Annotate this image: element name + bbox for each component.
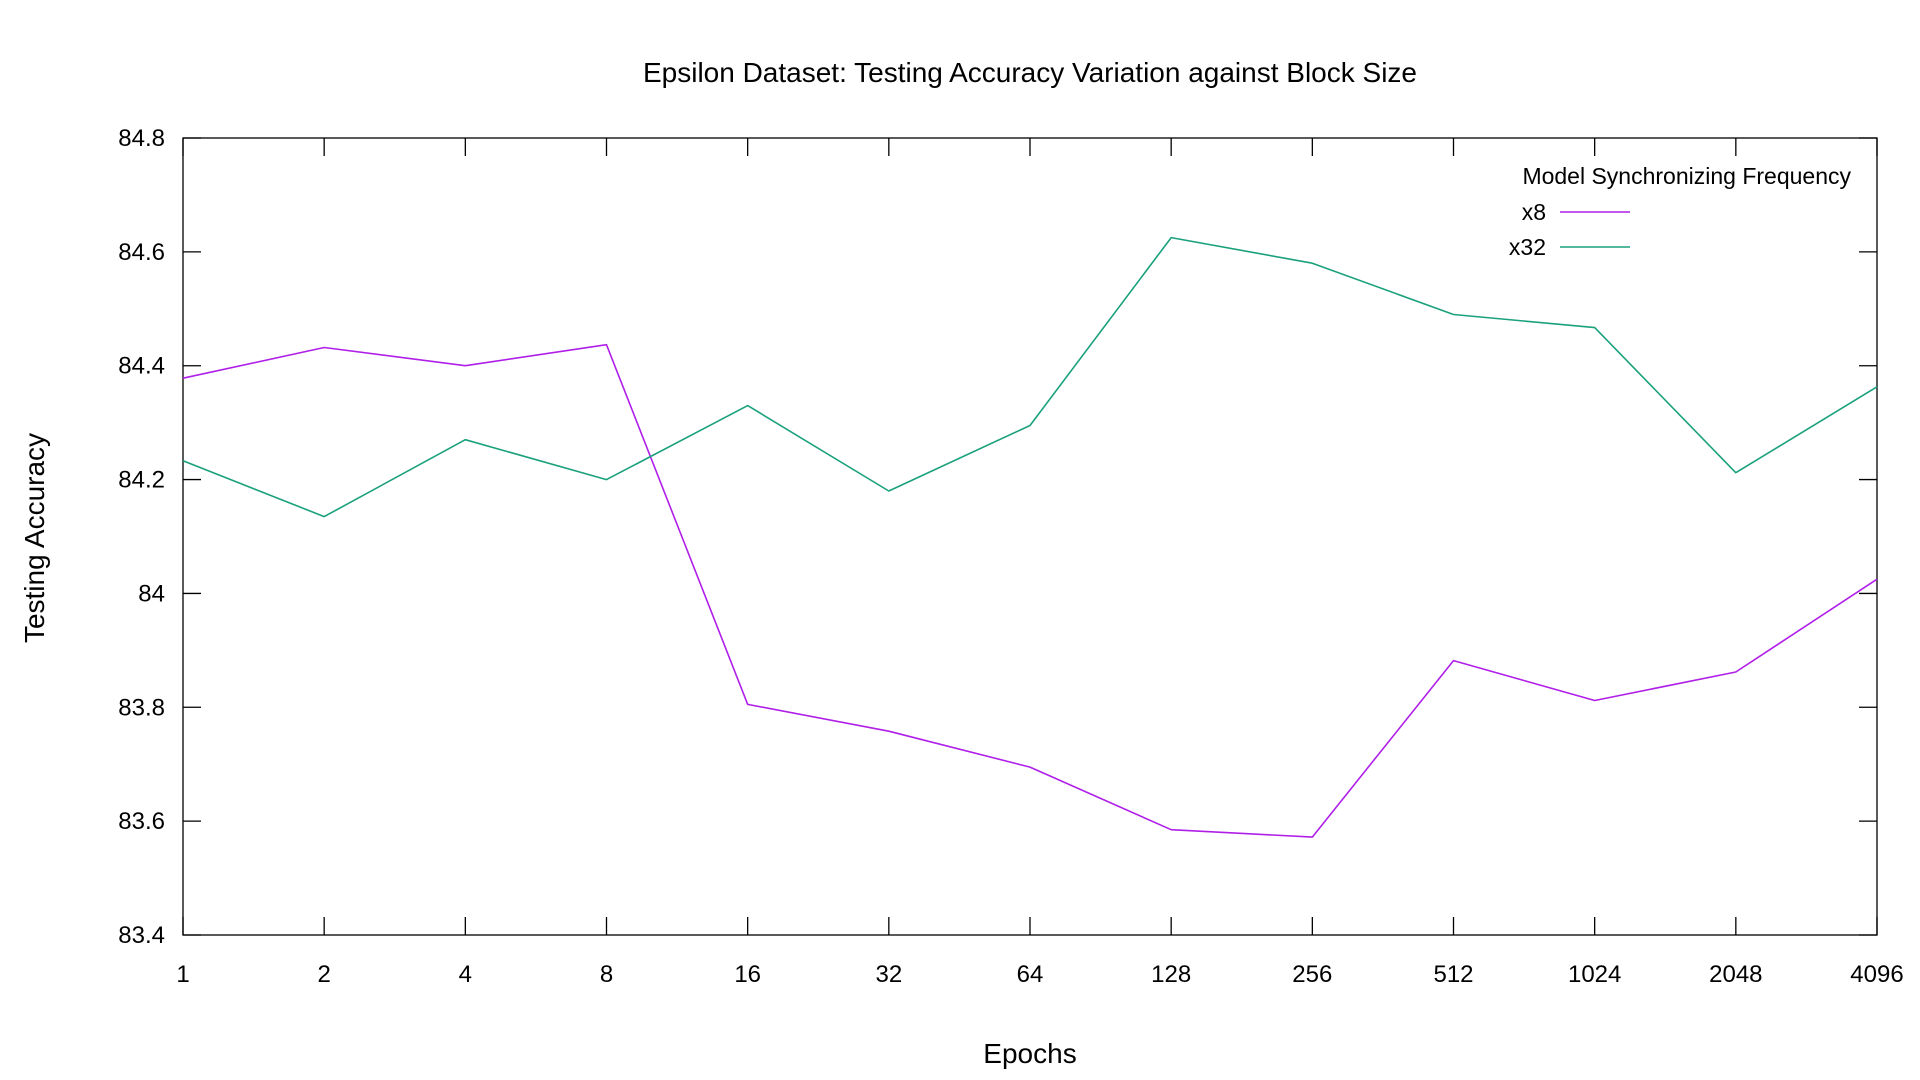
x-axis-title: Epochs xyxy=(983,1038,1076,1069)
y-tick-label: 83.8 xyxy=(118,694,165,721)
x-axis: 1 2 4 8 16 32 64 128 256 512 1024 2048 4096 xyxy=(176,138,1904,988)
x-tick-label: 4096 xyxy=(1850,961,1903,988)
y-tick-label: 84.6 xyxy=(118,239,165,266)
y-tick-label: 84.2 xyxy=(118,467,165,494)
x-tick-label: 8 xyxy=(600,961,613,988)
chart-title: Epsilon Dataset: Testing Accuracy Variat… xyxy=(643,57,1417,88)
legend: Model Synchronizing Frequency x8 x32 xyxy=(1509,163,1852,260)
y-axis-title: Testing Accuracy xyxy=(19,433,50,643)
x-tick-label: 512 xyxy=(1433,961,1473,988)
series-lines xyxy=(182,236,1878,838)
y-axis: 83.4 83.6 83.8 84 84.2 84.4 84.6 84.8 xyxy=(118,125,1877,949)
series-line-x8 xyxy=(182,343,1878,838)
x-tick-label: 2 xyxy=(317,961,330,988)
plot-border xyxy=(182,137,1878,936)
x-tick-label: 2048 xyxy=(1709,961,1762,988)
x-tick-label: 64 xyxy=(1017,961,1044,988)
x-tick-label: 1024 xyxy=(1568,961,1621,988)
x-tick-label: 4 xyxy=(459,961,472,988)
legend-label-x32: x32 xyxy=(1509,234,1546,260)
y-tick-label: 84.4 xyxy=(118,353,165,380)
x-tick-label: 32 xyxy=(875,961,902,988)
series-line-x32 xyxy=(182,236,1878,518)
legend-title: Model Synchronizing Frequency xyxy=(1522,163,1851,189)
legend-label-x8: x8 xyxy=(1522,199,1546,225)
plot-frame xyxy=(182,137,1878,936)
y-tick-label: 83.6 xyxy=(118,808,165,835)
y-tick-label: 83.4 xyxy=(118,922,165,949)
y-tick-label: 84 xyxy=(138,580,165,607)
x-tick-label: 1 xyxy=(176,961,189,988)
x-tick-label: 16 xyxy=(734,961,761,988)
x-tick-label: 256 xyxy=(1292,961,1332,988)
x-tick-label: 128 xyxy=(1151,961,1191,988)
y-tick-label: 84.8 xyxy=(118,125,165,152)
